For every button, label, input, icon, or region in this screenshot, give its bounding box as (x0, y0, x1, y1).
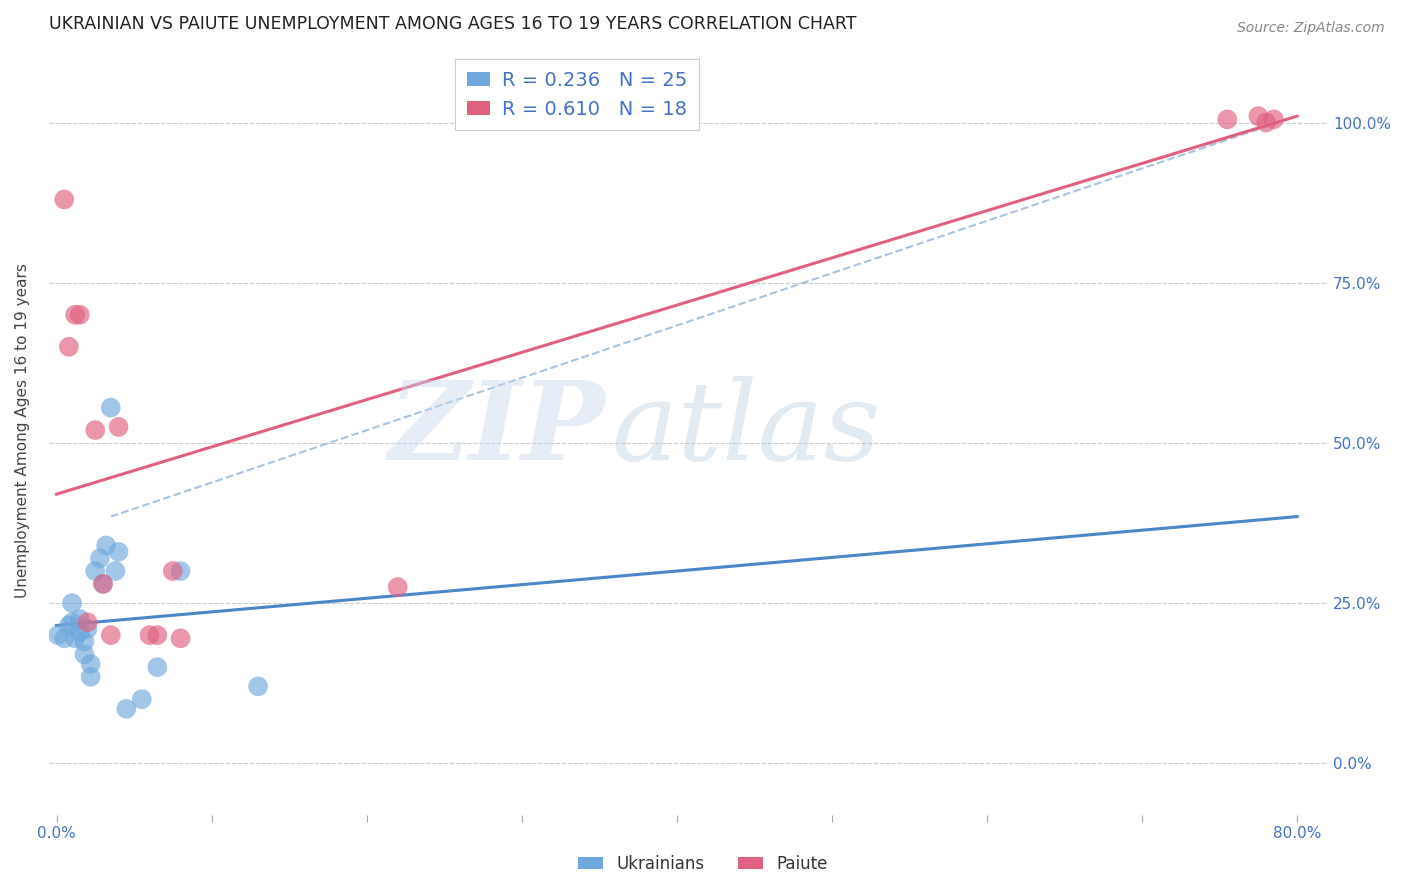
Y-axis label: Unemployment Among Ages 16 to 19 years: Unemployment Among Ages 16 to 19 years (15, 262, 30, 598)
Point (69, 612, 91, 626)
Legend: R = 0.236   N = 25, R = 0.610   N = 18: R = 0.236 N = 25, R = 0.610 N = 18 (456, 59, 699, 130)
Point (53, 632, 76, 646)
Point (131, 692, 153, 706)
Point (1263, 112, 1285, 127)
Point (53, 193, 76, 207)
Legend: Ukrainians, Paiute: Ukrainians, Paiute (572, 848, 834, 880)
Point (91, 577, 114, 591)
Point (69, 308, 91, 322)
Point (100, 628, 122, 642)
Point (84, 423, 107, 437)
Point (1216, 112, 1239, 127)
Point (1256, 115, 1278, 129)
Text: atlas: atlas (612, 376, 882, 483)
Point (107, 420, 129, 434)
Point (69, 624, 91, 639)
Point (162, 564, 184, 578)
Point (76, 622, 98, 636)
Point (94, 538, 117, 552)
Point (73, 634, 96, 648)
Point (100, 401, 122, 415)
Point (60, 615, 83, 630)
Point (58, 340, 80, 354)
Point (104, 564, 127, 578)
Point (73, 648, 96, 662)
Point (387, 580, 409, 594)
Point (169, 632, 191, 646)
Point (89, 551, 111, 566)
Point (46, 628, 69, 642)
Point (63, 308, 86, 322)
Text: Source: ZipAtlas.com: Source: ZipAtlas.com (1237, 21, 1385, 35)
Point (169, 564, 191, 578)
Point (76, 615, 98, 630)
Point (91, 577, 114, 591)
Point (63, 632, 86, 646)
Point (79, 657, 101, 671)
Point (1247, 109, 1270, 123)
Point (115, 702, 138, 716)
Point (84, 564, 107, 578)
Point (58, 618, 80, 632)
Point (146, 660, 169, 674)
Point (79, 670, 101, 684)
Text: ZIP: ZIP (388, 376, 606, 483)
Point (138, 628, 160, 642)
Point (146, 628, 169, 642)
Point (247, 679, 270, 693)
Point (60, 596, 83, 610)
Point (107, 545, 129, 559)
Text: UKRAINIAN VS PAIUTE UNEMPLOYMENT AMONG AGES 16 TO 19 YEARS CORRELATION CHART: UKRAINIAN VS PAIUTE UNEMPLOYMENT AMONG A… (49, 15, 856, 33)
